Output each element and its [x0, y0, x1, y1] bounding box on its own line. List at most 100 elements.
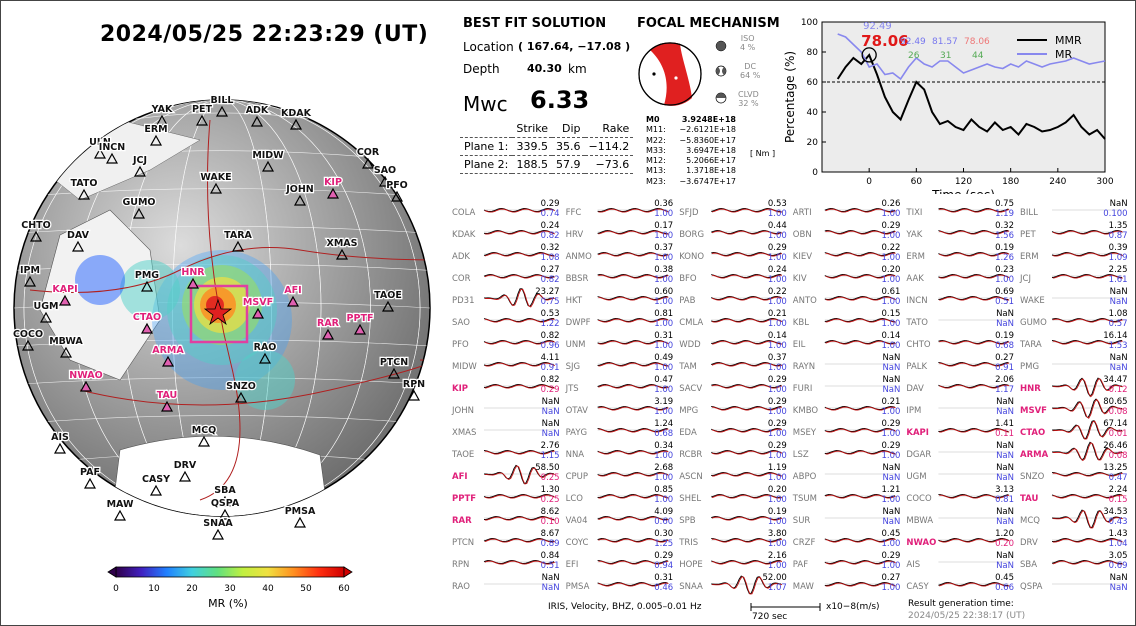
waveform-cell: RCBR 0.291.00 — [679, 441, 787, 461]
station-code: ABPO — [793, 472, 817, 482]
waveform-cell: KIEV 0.221.00 — [793, 243, 901, 263]
station-label: CASY — [142, 474, 170, 485]
station-triangle-icon — [378, 175, 392, 187]
station-label: MAW — [107, 499, 134, 510]
colorbar-label: MR (%) — [208, 597, 248, 610]
station-code: BILL — [1020, 208, 1038, 218]
synthetic-trace — [598, 560, 669, 565]
fit-ratio: 0.11 — [995, 429, 1014, 439]
fit-ratio: 0.25 — [541, 495, 560, 505]
station-code: KAPI — [906, 428, 929, 438]
top-value-label: 92.49 — [863, 21, 892, 32]
observed-trace — [938, 362, 1009, 366]
observed-trace — [938, 296, 1009, 300]
station-label: INCN — [99, 142, 125, 153]
synthetic-trace — [598, 582, 669, 587]
station-label: KDAK — [281, 108, 312, 119]
station-triangle-icon — [231, 240, 245, 252]
station-triangle-icon — [211, 528, 225, 540]
station-triangle-icon — [93, 147, 107, 159]
station-code: ERM — [906, 252, 925, 262]
fit-ratio: 0.25 — [541, 473, 560, 483]
station-marker: AFI — [283, 284, 303, 307]
fit-ratio: NaN — [882, 517, 900, 527]
station-marker: CASY — [141, 473, 171, 496]
fit-ratio: 0.68 — [995, 341, 1014, 351]
station-marker: TAOE — [373, 289, 403, 312]
station-label: TATO — [71, 178, 98, 189]
amplitude-ratio: 0.29 — [881, 221, 900, 231]
tensor-unit: [ Nm ] — [750, 149, 776, 158]
waveform-cell: COYC 0.301.25 — [566, 529, 674, 549]
station-label: DRV — [174, 460, 197, 471]
station-label: TARA — [224, 230, 252, 241]
synthetic-trace — [712, 538, 783, 543]
fit-ratio: 0.15 — [1109, 495, 1128, 505]
amplitude-ratio: 1.20 — [995, 529, 1014, 539]
waveform-cell: SBA 3.050.69 — [1020, 551, 1128, 571]
amplitude-ratio: 0.29 — [768, 419, 787, 429]
plane-dip: 35.6 — [556, 140, 581, 153]
x-axis-label: Time (sec) — [931, 188, 995, 194]
focal-mechanism-graphics — [638, 40, 727, 106]
beachball — [638, 42, 702, 106]
focal-heading: FOCAL MECHANISM — [637, 16, 780, 31]
waveform-cell: DRV 1.431.04 — [1020, 529, 1128, 549]
plane-name: Plane 1: — [464, 140, 509, 153]
fit-ratio: 0.10 — [541, 517, 560, 527]
synthetic-trace — [711, 384, 783, 389]
station-code: EDA — [679, 428, 697, 438]
fit-ratio: 1.00 — [654, 297, 673, 307]
station-marker: ARMA — [151, 344, 186, 367]
station-code: PAYG — [566, 428, 588, 438]
amplitude-ratio: 0.29 — [768, 397, 787, 407]
synthetic-trace — [825, 296, 896, 301]
amplitude-ratio: 0.19 — [995, 331, 1014, 341]
amplitude-ratio: 16.14 — [1103, 331, 1127, 341]
amplitude-ratio: 0.32 — [995, 221, 1014, 231]
station-code: MAW — [793, 582, 815, 592]
amplitude-ratio: 1.24 — [654, 419, 673, 429]
synthetic-trace — [711, 274, 783, 279]
fit-ratio: 1.00 — [768, 495, 787, 505]
station-label: PMG — [135, 270, 159, 281]
fit-ratio: 1.17 — [995, 385, 1014, 395]
station-code: ARTI — [793, 208, 812, 218]
observed-trace — [711, 450, 782, 454]
amplitude-ratio: 0.20 — [768, 485, 787, 495]
station-code: OTAV — [566, 406, 588, 416]
fit-ratio: 0.66 — [995, 583, 1014, 593]
station-code: HRV — [566, 230, 584, 240]
synthetic-trace — [598, 296, 669, 301]
amplitude-ratio: 4.09 — [654, 507, 673, 517]
chart-annotation: 44 — [972, 51, 984, 61]
amplitude-ratio: NaN — [1110, 573, 1128, 583]
station-code: INCN — [906, 296, 927, 306]
station-code: PPTF — [452, 494, 476, 504]
waveform-cell: DAV 2.061.17 — [906, 375, 1014, 395]
waveform-cell: ERM 0.391.09 — [1020, 243, 1128, 263]
amplitude-ratio: 0.19 — [995, 243, 1014, 253]
synthetic-trace — [484, 288, 555, 308]
station-marker: CTAO — [132, 311, 162, 334]
amplitude-ratio: 0.26 — [881, 199, 900, 209]
station-label: PAF — [80, 467, 100, 478]
station-triangle-icon — [21, 339, 35, 351]
station-label: PET — [192, 104, 212, 115]
fit-ratio: NaN — [542, 583, 560, 593]
station-triangle-icon — [390, 190, 404, 202]
station-code: FFC — [566, 208, 582, 218]
station-triangle-icon — [133, 165, 147, 177]
amplitude-ratio: 0.34 — [654, 441, 673, 451]
clvd-label: CLVD 32 % — [738, 90, 759, 108]
waveform-cell: PAF 0.291.00 — [793, 551, 901, 571]
station-marker: PPTF — [345, 312, 375, 335]
synthetic-trace — [939, 428, 1010, 433]
station-triangle-icon — [186, 277, 200, 289]
station-code: TIXI — [905, 208, 922, 218]
station-code: RAO — [452, 582, 470, 592]
station-triangle-icon — [39, 311, 53, 323]
